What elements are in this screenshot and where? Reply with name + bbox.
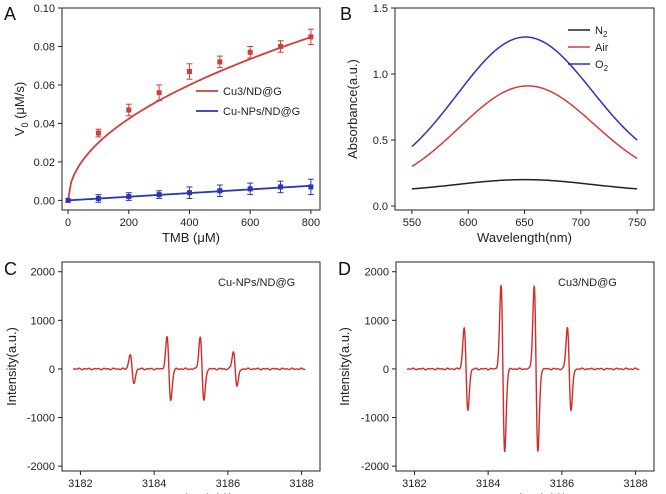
panel-b-legend-label: N2 bbox=[595, 25, 608, 39]
panel-c-x-tick-label: 3186 bbox=[216, 478, 240, 490]
panel-d-frame bbox=[395, 261, 655, 472]
panel-a-frame bbox=[61, 7, 321, 211]
panel-b-y-tick-label: 1.0 bbox=[373, 69, 388, 81]
panel-a-data-point bbox=[95, 195, 101, 201]
panel-a-x-axis-label: TMB (μM) bbox=[162, 230, 220, 245]
panel-a-letter: A bbox=[4, 4, 16, 24]
panel-a-data-point bbox=[247, 49, 253, 55]
panel-c-epr-spectrum bbox=[72, 335, 306, 402]
panel-d-letter: D bbox=[338, 259, 351, 279]
panel-c-y-tick-label: -1000 bbox=[27, 413, 55, 425]
panel-b-legend-label: Air bbox=[595, 42, 609, 54]
panel-a-data-point bbox=[156, 90, 162, 96]
panel-a-data-point bbox=[308, 184, 314, 190]
panel-d-x-tick-label: 3188 bbox=[623, 478, 647, 490]
panel-d-y-axis-label: Intensity(a.u.) bbox=[337, 327, 352, 406]
panel-b-y-axis-label: Absorbance(a.u.) bbox=[345, 59, 360, 159]
panel-a-data-point bbox=[278, 184, 284, 190]
panel-d-x-tick-label: 3184 bbox=[476, 478, 500, 490]
panel-b-y-tick-label: 1.5 bbox=[373, 3, 388, 15]
panel-d-annotation: Cu3/ND@G bbox=[558, 277, 617, 289]
panel-b-y-tick-label: 0.0 bbox=[373, 201, 388, 213]
panel-d-epr-spectrum bbox=[406, 284, 640, 453]
panel-a-fit-curve-0 bbox=[67, 36, 312, 201]
panel-b-x-tick-label: 550 bbox=[403, 217, 421, 229]
panel-a-y-axis-label: V0 (μM/s) bbox=[12, 82, 30, 136]
panel-c-y-tick-label: -2000 bbox=[27, 461, 55, 473]
panel-d-x-axis-label: Magnetic Field/G bbox=[476, 491, 574, 494]
panel-a-y-tick-label: 0.08 bbox=[34, 41, 55, 53]
panel-d-y-tick-label: 2000 bbox=[365, 267, 389, 279]
panel-b-x-tick-label: 700 bbox=[572, 217, 590, 229]
panel-b-letter: B bbox=[340, 4, 352, 24]
panel-c-x-tick-label: 3182 bbox=[68, 478, 92, 490]
panel-a-y-tick-label: 0.00 bbox=[34, 195, 55, 207]
panel-a-data-point bbox=[278, 43, 284, 49]
panel-a-data-point bbox=[308, 34, 314, 40]
panel-d-y-tick-label: -1000 bbox=[361, 413, 389, 425]
panel-a-data-point bbox=[126, 107, 132, 113]
panel-c-y-tick-label: 2000 bbox=[31, 267, 55, 279]
panel-c-y-axis-label: Intensity(a.u.) bbox=[4, 327, 19, 406]
panel-a-y-tick-label: 0.04 bbox=[34, 118, 55, 130]
panel-a-data-point bbox=[217, 188, 223, 194]
panel-a-x-tick-label: 200 bbox=[120, 217, 138, 229]
panel-d-x-tick-label: 3186 bbox=[550, 478, 574, 490]
panel-b-x-tick-label: 750 bbox=[628, 217, 646, 229]
panel-a-x-tick-label: 400 bbox=[180, 217, 198, 229]
panel-b-spectrum-n2 bbox=[411, 178, 638, 190]
panel-d-y-tick-label: -2000 bbox=[361, 461, 389, 473]
panel-a-data-point bbox=[95, 130, 101, 136]
panel-a-data-point bbox=[186, 190, 192, 196]
panel-a-x-tick-label: 600 bbox=[241, 217, 259, 229]
panel-c-x-tick-label: 3184 bbox=[142, 478, 166, 490]
panel-a-y-tick-label: 0.10 bbox=[34, 3, 55, 15]
panel-c-letter: C bbox=[4, 259, 17, 279]
panel-c-y-tick-label: 1000 bbox=[31, 315, 55, 327]
panel-a-legend-label: Cu3/ND@G bbox=[223, 86, 282, 98]
panel-a-y-tick-label: 0.02 bbox=[34, 157, 55, 169]
panel-a-data-point bbox=[247, 186, 253, 192]
panel-c-x-axis-label: Magnetic Field/G bbox=[142, 491, 240, 494]
panel-b-spectrum-o2 bbox=[411, 36, 638, 148]
panel-a-data-point bbox=[186, 68, 192, 74]
panel-a-data-point bbox=[156, 192, 162, 198]
panel-b-y-tick-label: 0.5 bbox=[373, 135, 388, 147]
panel-c-annotation: Cu-NPs/ND@G bbox=[218, 277, 295, 289]
panel-d-x-tick-label: 3182 bbox=[402, 478, 426, 490]
panel-a-legend-label: Cu-NPs/ND@G bbox=[223, 106, 300, 118]
panel-d-y-tick-label: 0 bbox=[383, 364, 389, 376]
panel-c-frame bbox=[61, 261, 321, 472]
panel-a-data-point bbox=[217, 59, 223, 65]
panel-b-legend-label: O2 bbox=[595, 59, 609, 73]
panel-d-y-tick-label: 1000 bbox=[365, 315, 389, 327]
panel-a-x-tick-label: 0 bbox=[65, 217, 71, 229]
panel-b-x-tick-label: 600 bbox=[459, 217, 477, 229]
panel-c-y-tick-label: 0 bbox=[49, 364, 55, 376]
panel-a-y-tick-label: 0.06 bbox=[34, 80, 55, 92]
panel-c-x-tick-label: 3188 bbox=[289, 478, 313, 490]
panel-a-data-point bbox=[126, 194, 132, 200]
panel-a-x-tick-label: 800 bbox=[302, 217, 320, 229]
panel-b-x-axis-label: Wavelength(nm) bbox=[477, 230, 572, 245]
panel-a-origin-point bbox=[65, 197, 71, 203]
panel-b-x-tick-label: 650 bbox=[515, 217, 533, 229]
panel-b-spectrum-air bbox=[411, 85, 638, 168]
